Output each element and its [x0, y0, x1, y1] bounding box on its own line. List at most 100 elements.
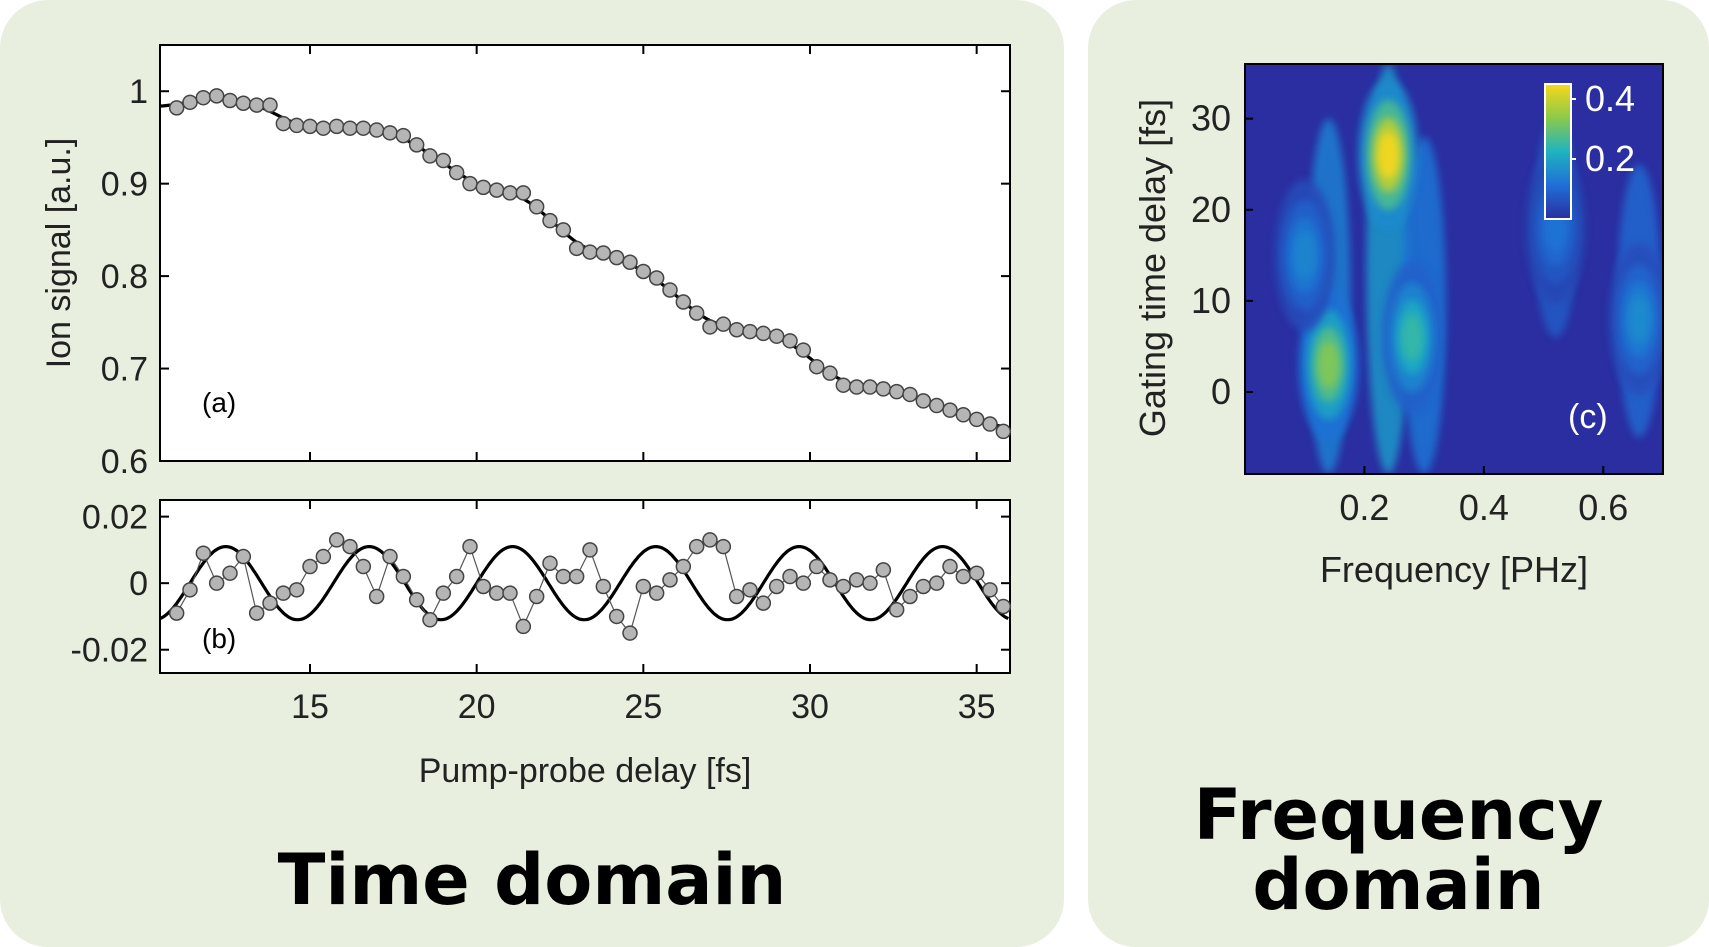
y-tick-label-c: 0 — [1211, 371, 1231, 412]
data-point-b — [315, 548, 332, 565]
data-point-a — [488, 182, 505, 198]
data-point-a — [182, 94, 198, 111]
data-point-b — [968, 565, 985, 581]
heatmap-peak — [1401, 313, 1423, 361]
data-point-a — [768, 328, 785, 344]
data-point-b — [902, 588, 918, 605]
data-point-a — [928, 397, 945, 414]
data-point-b — [795, 575, 812, 591]
data-point-b — [435, 585, 452, 601]
sine-fit-line-b — [159, 545, 1010, 622]
data-point-b — [302, 558, 318, 575]
y-tick-label-a: 0.6 — [101, 443, 148, 481]
data-point-b — [662, 572, 678, 588]
panel-label-c: (c) — [1568, 398, 1608, 436]
data-point-b — [822, 572, 838, 588]
data-point-a — [515, 185, 532, 201]
data-point-b — [328, 532, 345, 548]
data-point-a — [235, 95, 252, 111]
data-point-b — [235, 548, 252, 565]
data-point-b — [848, 572, 865, 588]
data-point-b — [448, 568, 465, 585]
data-point-a — [635, 263, 652, 280]
data-point-b — [675, 558, 692, 575]
y-tick-label-b: 0 — [129, 565, 148, 603]
data-point-a — [422, 148, 438, 164]
data-point-a — [408, 137, 425, 153]
data-point-a — [955, 407, 972, 423]
data-point-b — [542, 555, 558, 571]
data-point-b — [728, 588, 745, 605]
colorbar-tick-label: 0.2 — [1585, 138, 1635, 179]
data-point-a — [822, 365, 838, 381]
data-point-b — [608, 608, 625, 625]
data-point-b — [742, 582, 758, 598]
data-point-b — [422, 612, 438, 628]
x-tick-label-b: 25 — [624, 688, 662, 726]
data-point-b — [222, 565, 238, 581]
data-point-a — [795, 342, 812, 358]
data-point-a — [382, 125, 398, 141]
chart-c-frame — [1244, 63, 1664, 475]
data-point-b — [915, 578, 932, 595]
time-domain-title: Time domain — [277, 839, 787, 921]
data-point-b — [782, 568, 798, 585]
data-point-a — [302, 118, 318, 135]
data-point-b — [342, 538, 358, 555]
data-point-b — [942, 558, 958, 575]
data-point-a — [875, 381, 892, 397]
x-tick-label-c: 0.2 — [1339, 487, 1389, 528]
data-point-a — [275, 115, 292, 132]
x-tick-label-b: 30 — [791, 688, 829, 726]
data-point-b — [875, 562, 892, 578]
data-point-b — [528, 588, 545, 605]
data-point-a — [315, 120, 332, 136]
data-point-b — [368, 588, 385, 605]
data-point-a — [995, 423, 1012, 440]
colorbar-tick-label: 0.4 — [1585, 78, 1635, 119]
data-point-b — [768, 578, 785, 595]
data-point-b — [355, 558, 372, 575]
data-point-b — [622, 625, 638, 641]
colorbar — [1544, 83, 1572, 220]
frequency-domain-title-line1: Frequency — [1193, 774, 1604, 856]
data-point-b — [475, 578, 492, 595]
data-point-a — [502, 185, 518, 201]
data-point-a — [902, 386, 918, 403]
data-point-a — [582, 244, 598, 260]
data-point-a — [915, 393, 932, 409]
data-point-a — [862, 379, 878, 395]
data-point-b — [888, 602, 905, 618]
ion-signal-chart: 0.6 0.7 0.8 0.9 1 (a) Ion signal [a.u.] — [40, 44, 1012, 481]
data-point-b — [462, 538, 478, 555]
data-point-b — [555, 568, 572, 585]
data-point-a — [888, 383, 905, 400]
data-point-b — [208, 575, 225, 591]
data-point-a — [195, 89, 212, 106]
x-tick-label-b: 15 — [291, 688, 329, 726]
data-point-a — [542, 212, 558, 229]
data-point-b — [635, 578, 652, 595]
data-point-a — [608, 249, 625, 266]
data-point-a — [342, 120, 358, 136]
data-point-b — [488, 585, 505, 601]
heatmap-peak — [1318, 341, 1340, 389]
data-point-a — [248, 97, 265, 113]
y-tick-label-b: 0.02 — [82, 499, 148, 537]
data-point-a — [982, 416, 998, 432]
data-point-b — [382, 548, 398, 565]
frequency-domain-title-line2: domain — [1252, 844, 1545, 926]
data-point-a — [462, 175, 478, 192]
data-point-b — [195, 545, 212, 561]
data-point-a — [288, 117, 305, 134]
x-tick-label-c: 0.4 — [1459, 487, 1509, 528]
data-point-b — [808, 558, 825, 575]
x-tick-label-b: 35 — [958, 688, 996, 726]
data-point-a — [662, 282, 678, 298]
y-tick-label-c: 20 — [1191, 189, 1231, 230]
data-point-a — [355, 120, 372, 136]
y-tick-label-a: 1 — [129, 73, 148, 111]
data-point-a — [675, 294, 692, 310]
data-point-a — [395, 127, 412, 144]
